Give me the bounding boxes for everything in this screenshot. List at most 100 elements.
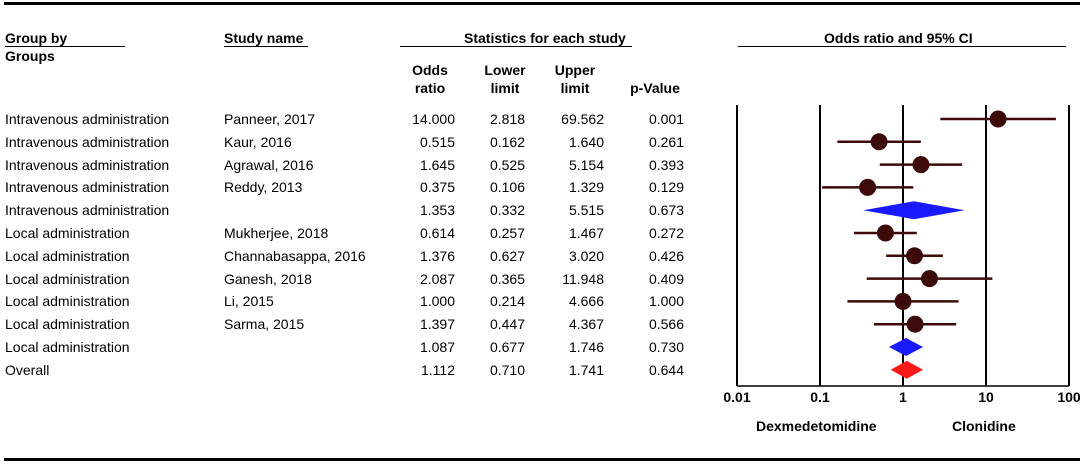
row-upper-limit: 1.640 [568,133,604,150]
group-by-underline [5,46,125,47]
row-group: Intravenous administration [5,133,170,150]
left-favours-label: Dexmedetomidine [756,418,877,434]
bottom-rule [4,458,1080,461]
tick-label-100: 100 [1057,389,1081,405]
row-upper-limit: 1.467 [568,225,604,241]
row-p-value: 0.261 [648,133,684,150]
lower-header: Lower [484,62,526,78]
row-lower-limit: 0.365 [489,270,525,287]
row-p-value: 0.409 [648,270,684,287]
subgroup-diamond [888,338,924,356]
row-p-value: 0.426 [648,247,684,264]
row-odds-ratio: 1.112 [421,361,455,378]
row-group: Local administration [5,225,130,241]
row-group: Local administration [5,270,130,287]
row-odds-ratio: 0.515 [419,133,455,150]
study-marker [921,270,939,288]
row-upper-limit: 69.562 [561,111,604,127]
odds-header: Odds [412,62,448,78]
row-odds-ratio: 1.645 [419,156,455,173]
row-lower-limit: 0.525 [489,156,525,173]
row-study: Mukherjee, 2018 [224,225,329,241]
lower-limit-header: limit [490,80,520,96]
study-marker [870,133,888,151]
row-upper-limit: 1.746 [568,339,604,355]
row-odds-ratio: 1.353 [419,202,455,219]
row-upper-limit: 4.666 [568,293,604,310]
study-marker [876,224,894,242]
row-study: Channabasappa, 2016 [224,247,366,264]
row-lower-limit: 2.818 [489,111,525,127]
row-study: Reddy, 2013 [224,179,303,196]
row-odds-ratio: 1.397 [419,316,455,333]
row-upper-limit: 3.020 [568,247,604,264]
row-lower-limit: 0.257 [489,225,525,241]
stats-header: Statistics for each study [464,30,626,46]
row-p-value: 0.673 [648,202,684,219]
row-group: Intravenous administration [5,111,170,127]
row-p-value: 0.644 [648,361,684,378]
row-upper-limit: 1.741 [568,361,604,378]
row-group: Local administration [5,293,130,310]
top-rule [4,2,1080,5]
row-group: Local administration [5,247,130,264]
row-group: Overall [5,361,50,378]
row-p-value: 0.001 [648,111,684,127]
row-study: Kaur, 2016 [224,133,292,150]
row-study: Ganesh, 2018 [224,270,312,287]
study-marker [906,247,924,265]
row-lower-limit: 0.627 [489,247,525,264]
row-lower-limit: 0.332 [489,202,525,219]
study-marker [859,178,877,196]
group-by-header: Group by [5,30,68,46]
tick-label-1: 1 [899,389,907,405]
row-lower-limit: 0.214 [489,293,525,310]
stats-underline [400,46,632,47]
study-name-underline [224,46,308,47]
study-marker [906,315,924,333]
row-odds-ratio: 14.000 [412,111,455,127]
row-p-value: 1.000 [648,293,684,310]
groups-header: Groups [5,48,55,64]
overall-diamond [890,360,923,379]
row-lower-limit: 0.162 [489,133,525,150]
row-upper-limit: 5.154 [568,156,604,173]
row-lower-limit: 0.447 [489,316,525,333]
subgroup-diamond [863,201,965,220]
row-group: Intravenous administration [5,156,170,173]
row-lower-limit: 0.710 [489,361,525,378]
row-odds-ratio: 1.087 [419,339,455,355]
study-marker [894,292,912,310]
row-group: Local administration [5,339,130,355]
upper-header: Upper [554,62,596,78]
pvalue-header: p-Value [630,80,680,96]
row-study: Panneer, 2017 [224,111,316,127]
row-study: Agrawal, 2016 [224,156,314,173]
row-upper-limit: 5.515 [568,202,604,219]
plot-title-underline [738,46,1066,47]
row-odds-ratio: 1.000 [419,293,455,310]
row-study: Sarma, 2015 [224,316,305,333]
row-group: Intravenous administration [5,202,170,219]
row-p-value: 0.272 [648,225,684,241]
plot-title: Odds ratio and 95% CI [824,30,973,46]
row-odds-ratio: 1.376 [419,247,455,264]
upper-limit-header: limit [560,80,590,96]
row-study: Li, 2015 [224,293,274,310]
row-odds-ratio: 2.087 [419,270,455,287]
tick-label-0.01: 0.01 [723,389,750,405]
row-p-value: 0.730 [648,339,684,355]
row-p-value: 0.393 [648,156,684,173]
ratio-header: ratio [414,80,446,96]
tick-label-0.1: 0.1 [810,389,830,405]
row-odds-ratio: 0.375 [419,179,455,196]
row-p-value: 0.566 [648,316,684,333]
study-name-header: Study name [224,30,304,46]
row-group: Local administration [5,316,130,333]
row-lower-limit: 0.106 [489,179,525,196]
row-group: Intravenous administration [5,179,170,196]
row-upper-limit: 11.948 [562,270,604,287]
study-marker [989,110,1007,128]
row-lower-limit: 0.677 [489,339,525,355]
